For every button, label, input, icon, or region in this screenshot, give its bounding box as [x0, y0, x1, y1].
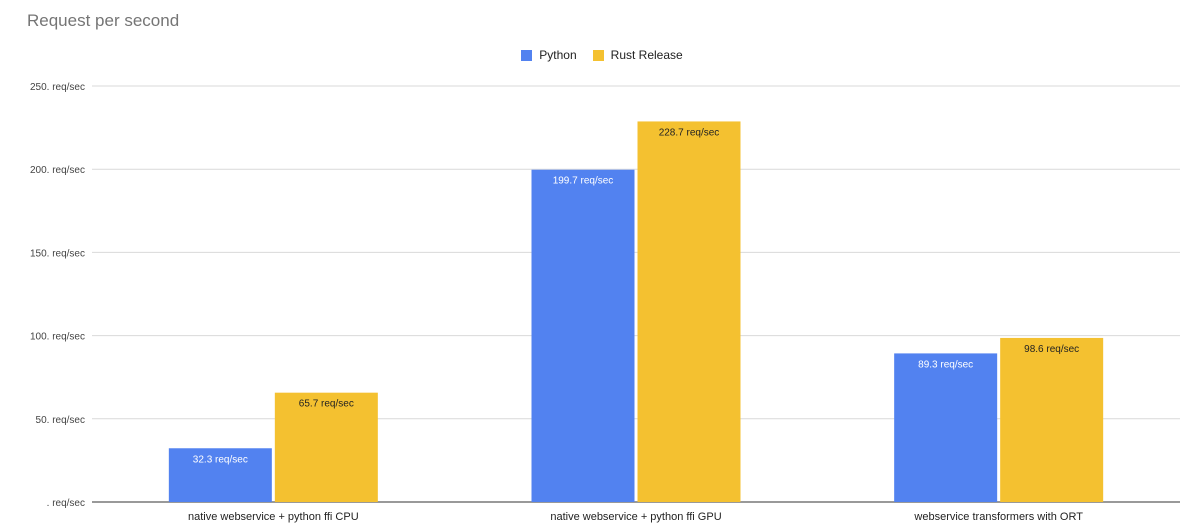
y-tick-label: 250. req/sec: [30, 82, 85, 93]
legend-swatch-python: [521, 49, 533, 61]
y-tick-label: . req/sec: [47, 498, 85, 509]
y-tick-label: 100. req/sec: [30, 332, 85, 343]
y-tick-label: 200. req/sec: [30, 165, 85, 176]
bar-rust: [274, 392, 378, 502]
chart-title: Request per second: [27, 11, 180, 30]
data-label: 199.7 req/sec: [553, 176, 614, 187]
y-tick-label: 150. req/sec: [30, 248, 85, 259]
bar-rust: [637, 121, 741, 502]
bar-python: [168, 448, 272, 502]
bar-rust: [1000, 337, 1104, 502]
x-tick-label: webservice transformers with ORT: [913, 511, 1083, 523]
x-tick-label: native webservice + python ffi GPU: [550, 511, 721, 523]
data-label: 98.6 req/sec: [1024, 344, 1079, 355]
data-label: 32.3 req/sec: [193, 454, 248, 465]
legend-label-python: Python: [539, 48, 577, 62]
data-label: 228.7 req/sec: [659, 127, 720, 138]
legend: Python Rust Release: [0, 48, 1204, 62]
bar-python: [531, 169, 635, 502]
legend-swatch-rust: [592, 49, 604, 61]
x-tick-label: native webservice + python ffi CPU: [188, 511, 359, 523]
y-tick-label: 50. req/sec: [36, 415, 85, 426]
legend-item-python: Python: [521, 48, 577, 62]
bar-python: [894, 353, 998, 502]
data-label: 65.7 req/sec: [299, 399, 354, 410]
data-label: 89.3 req/sec: [918, 359, 973, 370]
legend-label-rust: Rust Release: [610, 48, 683, 62]
legend-item-rust: Rust Release: [592, 48, 683, 62]
